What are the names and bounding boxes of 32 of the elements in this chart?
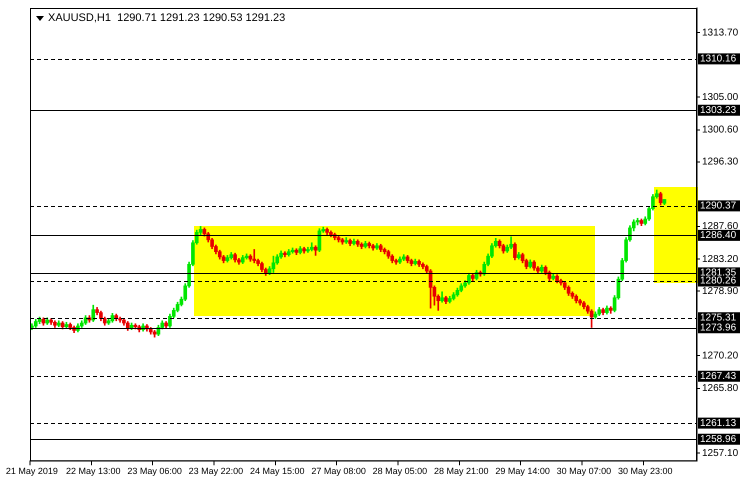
ref-line-label: 1303.23 [700,105,737,116]
chart-title: XAUUSD,H1 1290.71 1291.23 1290.53 1291.23 [48,12,286,24]
y-tick-label: 1257.10 [702,448,739,459]
x-tick-label: 24 May 15:00 [250,466,305,476]
y-tick-label: 1283.20 [702,254,739,265]
y-tick-label: 1296.30 [702,156,739,168]
ref-line-label: 1267.43 [700,371,737,382]
x-tick-label: 30 May 23:00 [618,466,673,476]
x-tick-label: 28 May 21:00 [434,466,489,476]
y-tick-label: 1313.70 [702,27,739,38]
x-tick-label: 22 May 13:00 [66,466,121,476]
ref-line-label: 1290.37 [700,200,737,212]
ref-line-label: 1275.31 [700,312,737,324]
y-tick-label: 1270.20 [702,350,739,362]
x-tick-label: 27 May 08:00 [311,466,366,476]
x-tick-label: 23 May 06:00 [127,466,182,476]
y-tick-label: 1305.00 [702,92,739,103]
ref-line-label: 1273.96 [700,322,737,334]
ref-line-label: 1258.96 [700,434,737,445]
y-tick-label: 1278.90 [702,286,739,297]
ref-line-label: 1261.13 [700,418,737,429]
x-tick-label: 21 May 2019 [6,466,58,476]
y-tick-label: 1265.80 [702,383,739,394]
x-tick-label: 23 May 22:00 [188,466,244,476]
ref-line-label: 1286.40 [700,230,737,242]
ref-line-label: 1310.16 [700,54,737,65]
y-tick-label: 1287.60 [702,221,739,232]
x-tick-label: 30 May 07:00 [556,466,612,476]
ref-line-label: 1280.26 [700,276,737,287]
x-tick-label: 29 May 14:00 [495,466,550,476]
x-tick-label: 28 May 05:00 [372,466,428,476]
y-tick-label: 1300.60 [702,124,739,136]
